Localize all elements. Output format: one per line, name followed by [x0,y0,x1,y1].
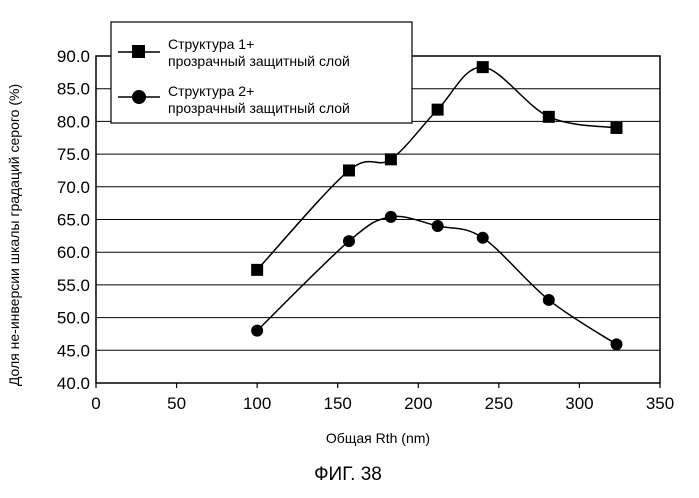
y-tick-label: 40.0 [57,374,90,393]
series-2-point [251,325,263,337]
series-2-point [432,220,444,232]
legend-series-1-line1: Структура 1+ [168,36,254,52]
x-tick-label: 250 [485,394,513,413]
y-tick-label: 65.0 [57,211,90,230]
series-1-point [251,264,263,276]
legend-series-2-line1: Структура 2+ [168,83,254,99]
legend-circle-marker [132,90,146,104]
y-tick-label: 45.0 [57,341,90,360]
y-axis-label: Доля не-инверсии шкалы градаций серого (… [6,84,22,386]
series-1-point [343,164,355,176]
legend-series-2-line2: прозрачный защитный слой [168,100,350,116]
series-1-point [610,122,622,134]
y-tick-label: 70.0 [57,178,90,197]
legend-square-marker [132,45,145,58]
y-tick-label: 55.0 [57,276,90,295]
y-tick-label: 85.0 [57,80,90,99]
series-2-point [385,211,397,223]
y-tick-label: 60.0 [57,243,90,262]
x-tick-label: 150 [324,394,352,413]
x-tick-label: 300 [565,394,593,413]
series-2-point [610,338,622,350]
y-tick-labels: 40.0 45.0 50.0 55.0 60.0 65.0 70.0 75.0 80.0 85.0… [57,47,90,393]
y-tick-label: 90.0 [57,47,90,66]
series-1-point [543,111,555,123]
x-tick-label: 0 [91,394,100,413]
series-2-point [343,235,355,247]
x-tick-labels: 0 50 100 150 200 250 300 350 [91,383,674,413]
x-tick-label: 50 [167,394,186,413]
y-tick-label: 50.0 [57,309,90,328]
series-1-point [432,104,444,116]
series-1-point [385,153,397,165]
x-tick-label: 100 [243,394,271,413]
x-tick-label: 350 [646,394,674,413]
legend-series-1-line2: прозрачный защитный слой [168,53,350,69]
series-2-point [543,294,555,306]
x-axis-label: Общая Rth (nm) [326,430,430,446]
grid-lines [96,89,660,351]
series-2-line [257,216,616,344]
x-tick-label: 200 [404,394,432,413]
y-tick-label: 75.0 [57,145,90,164]
legend: Структура 1+ прозрачный защитный слой Ст… [111,22,412,123]
series-2-point [477,232,489,244]
series-1-point [477,61,489,73]
figure-caption: ФИГ. 38 [314,464,382,485]
y-tick-label: 80.0 [57,112,90,131]
